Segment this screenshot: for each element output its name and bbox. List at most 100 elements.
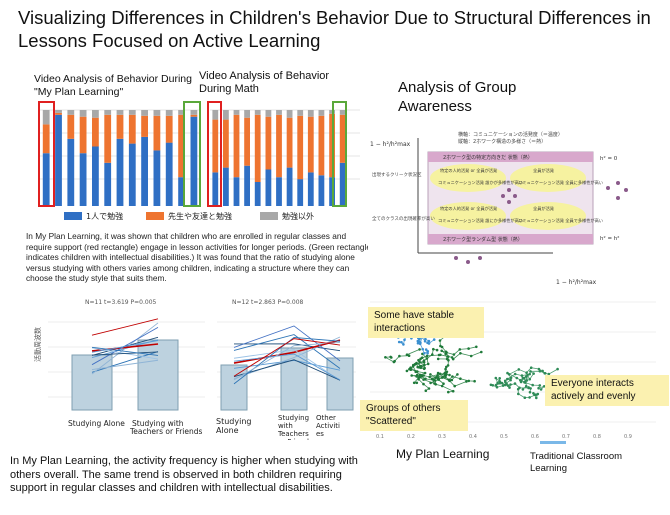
trajectory-point bbox=[439, 344, 442, 348]
trajectory-point bbox=[524, 381, 527, 384]
trajectory-point bbox=[538, 384, 542, 387]
diagram-axis-note-1: 横軸：コミュニケーションの活発度（＝温度） bbox=[458, 131, 563, 138]
diagram-cell-1: 特定の人的活発 or 全員が活発 bbox=[440, 167, 498, 174]
trajectory-point bbox=[529, 370, 532, 373]
trajectory-point bbox=[515, 376, 519, 380]
diagram-right-label-1: h² = 0 bbox=[600, 155, 618, 162]
trajectory-point bbox=[419, 365, 423, 368]
left-note: In My Plan Learning, it was shown that c… bbox=[26, 231, 371, 284]
trajectory-point bbox=[423, 340, 427, 343]
trajectory-point bbox=[423, 352, 426, 355]
trajectory-point bbox=[398, 354, 401, 358]
trajectory-point bbox=[517, 392, 520, 396]
trajectory-point bbox=[422, 359, 426, 362]
trajectory-point bbox=[532, 372, 535, 375]
plot-y-formula: 1 − h²/h²max bbox=[556, 279, 597, 286]
trajectory-point bbox=[438, 339, 442, 342]
trajectory-point bbox=[452, 353, 456, 356]
trajectory-point bbox=[427, 387, 431, 390]
trajectory-point bbox=[418, 342, 422, 346]
trajectory-point bbox=[556, 367, 559, 371]
chart2-cat-other: Other Activiti es bbox=[316, 414, 340, 438]
diagram-oval-1 bbox=[430, 164, 506, 192]
legend-label-others: 先生や友達と勉強 bbox=[168, 211, 232, 221]
stack-bar-segment bbox=[339, 110, 346, 115]
stack-bar-segment bbox=[128, 110, 136, 115]
diagram-cell-3: コミュニケーション活発 誰かが多様性が高い bbox=[438, 179, 523, 186]
participant-line bbox=[91, 359, 159, 371]
diagram-ovals bbox=[430, 164, 586, 230]
trajectory-point bbox=[447, 390, 450, 394]
trajectory-point bbox=[516, 387, 520, 391]
legend-swatch-alone bbox=[64, 212, 82, 220]
stack-bar-segment bbox=[153, 115, 161, 151]
legend-swatch-other-activities bbox=[260, 212, 278, 220]
trajectory-point bbox=[424, 337, 427, 341]
trajectory-point bbox=[439, 353, 442, 357]
stack-bar-segment bbox=[265, 110, 272, 117]
trajectory-point bbox=[416, 365, 419, 369]
stack-bar-segment bbox=[286, 167, 293, 206]
trajectory-point bbox=[532, 392, 535, 395]
trajectory-point bbox=[491, 384, 495, 387]
stack-bar-segment bbox=[178, 177, 185, 206]
stack-bar-segment bbox=[307, 116, 314, 173]
stack-bar-segment bbox=[286, 117, 293, 168]
stack-bar-segment bbox=[42, 153, 50, 206]
participant-line bbox=[233, 349, 341, 381]
participant-line bbox=[91, 346, 159, 356]
trajectory-point bbox=[410, 374, 413, 377]
comparison-bar bbox=[71, 354, 113, 411]
trajectory-point bbox=[416, 373, 419, 377]
legend-label-alone: 1人で勉強 bbox=[86, 211, 123, 221]
trajectory-point bbox=[526, 373, 529, 377]
trajectory-point bbox=[450, 378, 454, 382]
disability-highlight-green bbox=[183, 101, 201, 207]
diagram-cell-7: コミュニケーション活発 誰にか多様性が高い bbox=[438, 217, 523, 224]
stack-bar-segment bbox=[67, 114, 75, 139]
trajectory-point bbox=[528, 372, 531, 376]
stack-bar-segment bbox=[254, 182, 261, 206]
stack-bar-segment bbox=[92, 146, 99, 206]
participant-line bbox=[91, 351, 159, 356]
stack-bar-segment bbox=[212, 119, 219, 173]
stack-bar-segment bbox=[223, 110, 229, 120]
stack-legend: 1人で勉強 先生や友達と勉強 勉強以外 bbox=[64, 211, 314, 221]
trajectory-point bbox=[537, 386, 540, 390]
stack-bar-segment bbox=[244, 110, 250, 118]
trajectory-point bbox=[480, 350, 483, 354]
diagram-y-formula: 1 − h²/h²max bbox=[370, 141, 411, 148]
support-highlight-red bbox=[38, 101, 55, 207]
trajectory-point bbox=[451, 389, 455, 393]
participant-line bbox=[233, 341, 341, 381]
trajectory-point bbox=[508, 386, 511, 389]
trajectory-point bbox=[402, 343, 405, 346]
trajectory-point bbox=[422, 367, 426, 371]
trajectory-point bbox=[445, 357, 449, 361]
stack-bar-segment bbox=[178, 110, 185, 115]
x-tick-label: 0.2 bbox=[407, 434, 415, 440]
trajectory-point bbox=[509, 383, 512, 386]
stack-bar-segment bbox=[128, 114, 136, 144]
trajectory-point bbox=[424, 348, 428, 351]
stack-bar-segment bbox=[297, 115, 304, 180]
diagram-band-bottom-label: 2ホワーク型ランダム型 状態（熱） bbox=[443, 236, 523, 243]
trajectory-point bbox=[412, 381, 416, 385]
chart2-cat-alone: Studying Alone bbox=[216, 417, 251, 435]
stack-bar-segment bbox=[307, 110, 314, 117]
trajectory-point bbox=[519, 380, 523, 384]
trajectory-point bbox=[442, 382, 445, 385]
stack-bar-segment bbox=[233, 114, 240, 178]
trajectory-point bbox=[436, 371, 440, 375]
activity-frequency-chart-2: N=12 t=2.863 P=0.008 Studying Alone Study… bbox=[216, 299, 362, 440]
x-tick-label: 0.9 bbox=[624, 434, 632, 440]
trajectory-point bbox=[505, 382, 508, 386]
chart2-stat: N=12 t=2.863 P=0.008 bbox=[232, 299, 304, 306]
participant-line bbox=[233, 343, 341, 352]
plot-x-ticks: 0.1 0.2 0.3 0.4 0.5 0.6 0.7 0.8 0.9 bbox=[376, 434, 632, 440]
stack-bar-segment bbox=[339, 114, 346, 163]
chart-b-bars bbox=[212, 110, 346, 206]
stack-bar-segment bbox=[92, 117, 99, 147]
trajectory-point bbox=[494, 376, 498, 380]
x-tick-label: 0.6 bbox=[531, 434, 539, 440]
